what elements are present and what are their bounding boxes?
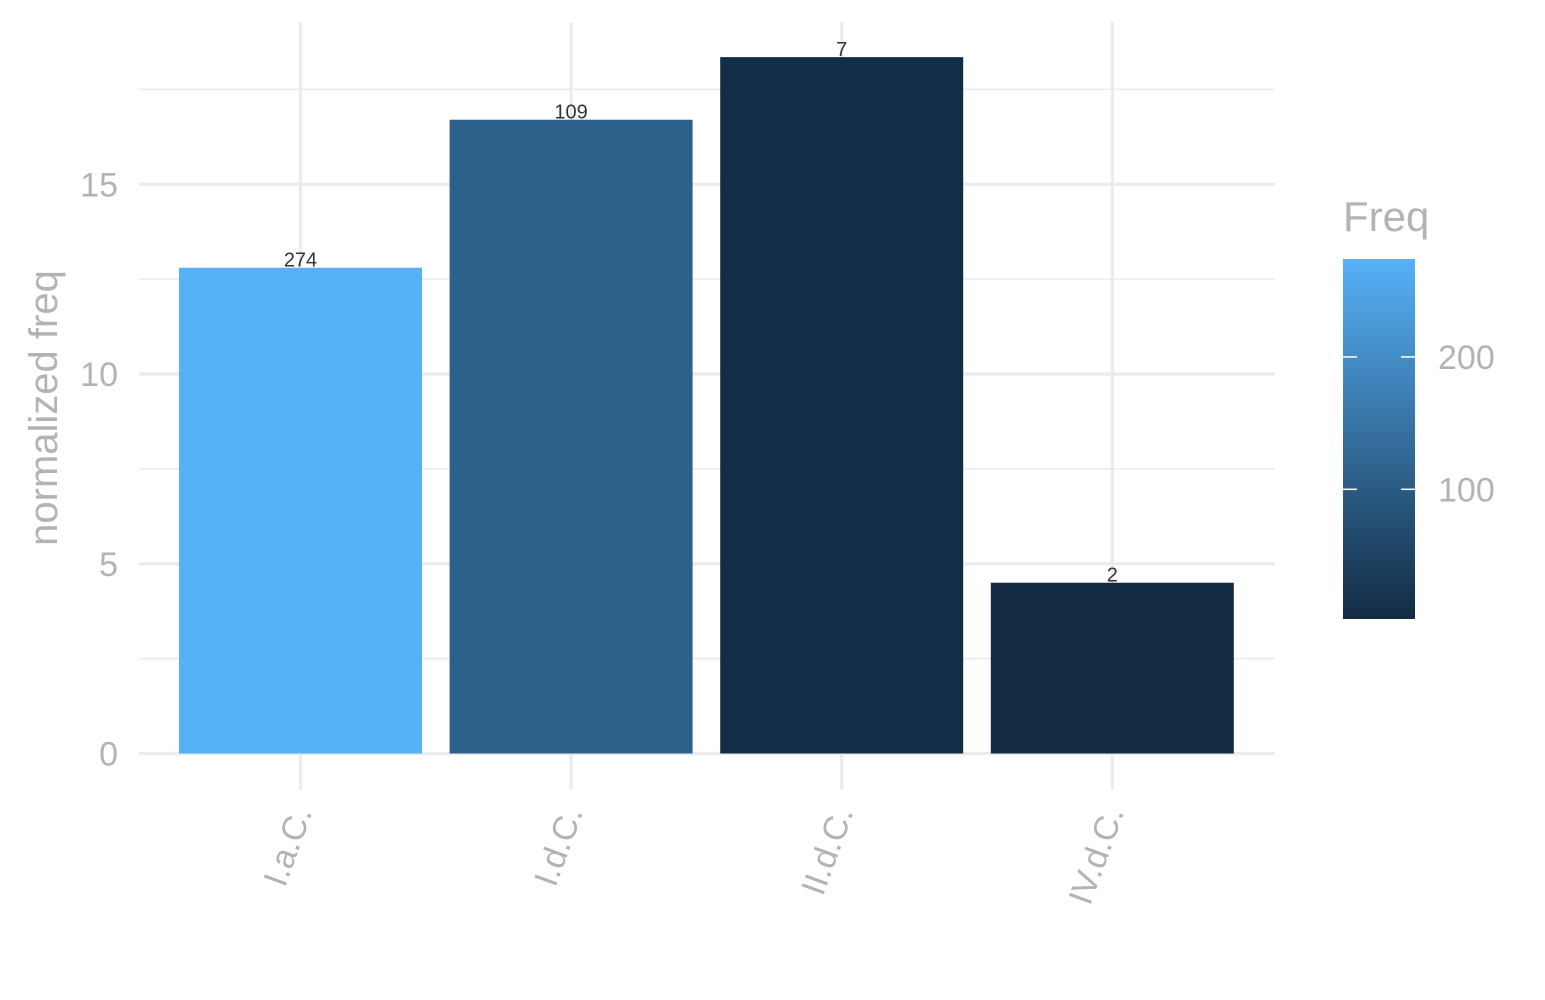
bar-I.d.C. [449,119,693,754]
legend-ticks: 100 200 [1343,339,1495,509]
x-tick-label: IV.d.C. [1062,802,1132,910]
y-tick-label: 10 [80,356,118,394]
x-tick-label: II.d.C. [794,802,861,900]
data-label: 274 [284,250,317,272]
legend-tick-label: 100 [1438,471,1495,509]
data-label: 7 [836,39,847,61]
x-tick-label: I.d.C. [527,802,590,891]
y-tick-label: 15 [80,166,118,204]
legend-tick-label: 200 [1438,339,1495,377]
y-axis-title: normalized freq [22,270,66,546]
y-tick-label: 0 [99,736,118,774]
bars [179,57,1234,754]
bar-I.a.C. [179,267,422,754]
y-axis: 0 5 10 15 [80,166,118,773]
legend-title: Freq [1343,193,1429,240]
data-labels: 274 109 7 2 [284,39,1118,587]
data-label: 109 [554,102,587,124]
legend-colorbar [1343,259,1415,619]
y-tick-label: 5 [99,546,118,584]
x-tick-label: I.a.C. [257,802,320,891]
data-label: 2 [1107,565,1118,587]
color-legend: Freq 100 200 [1343,193,1495,619]
x-axis: I.a.C. I.d.C. II.d.C. IV.d.C. [257,802,1132,910]
bar-II.d.C. [720,57,964,754]
bar-IV.d.C. [990,582,1234,754]
